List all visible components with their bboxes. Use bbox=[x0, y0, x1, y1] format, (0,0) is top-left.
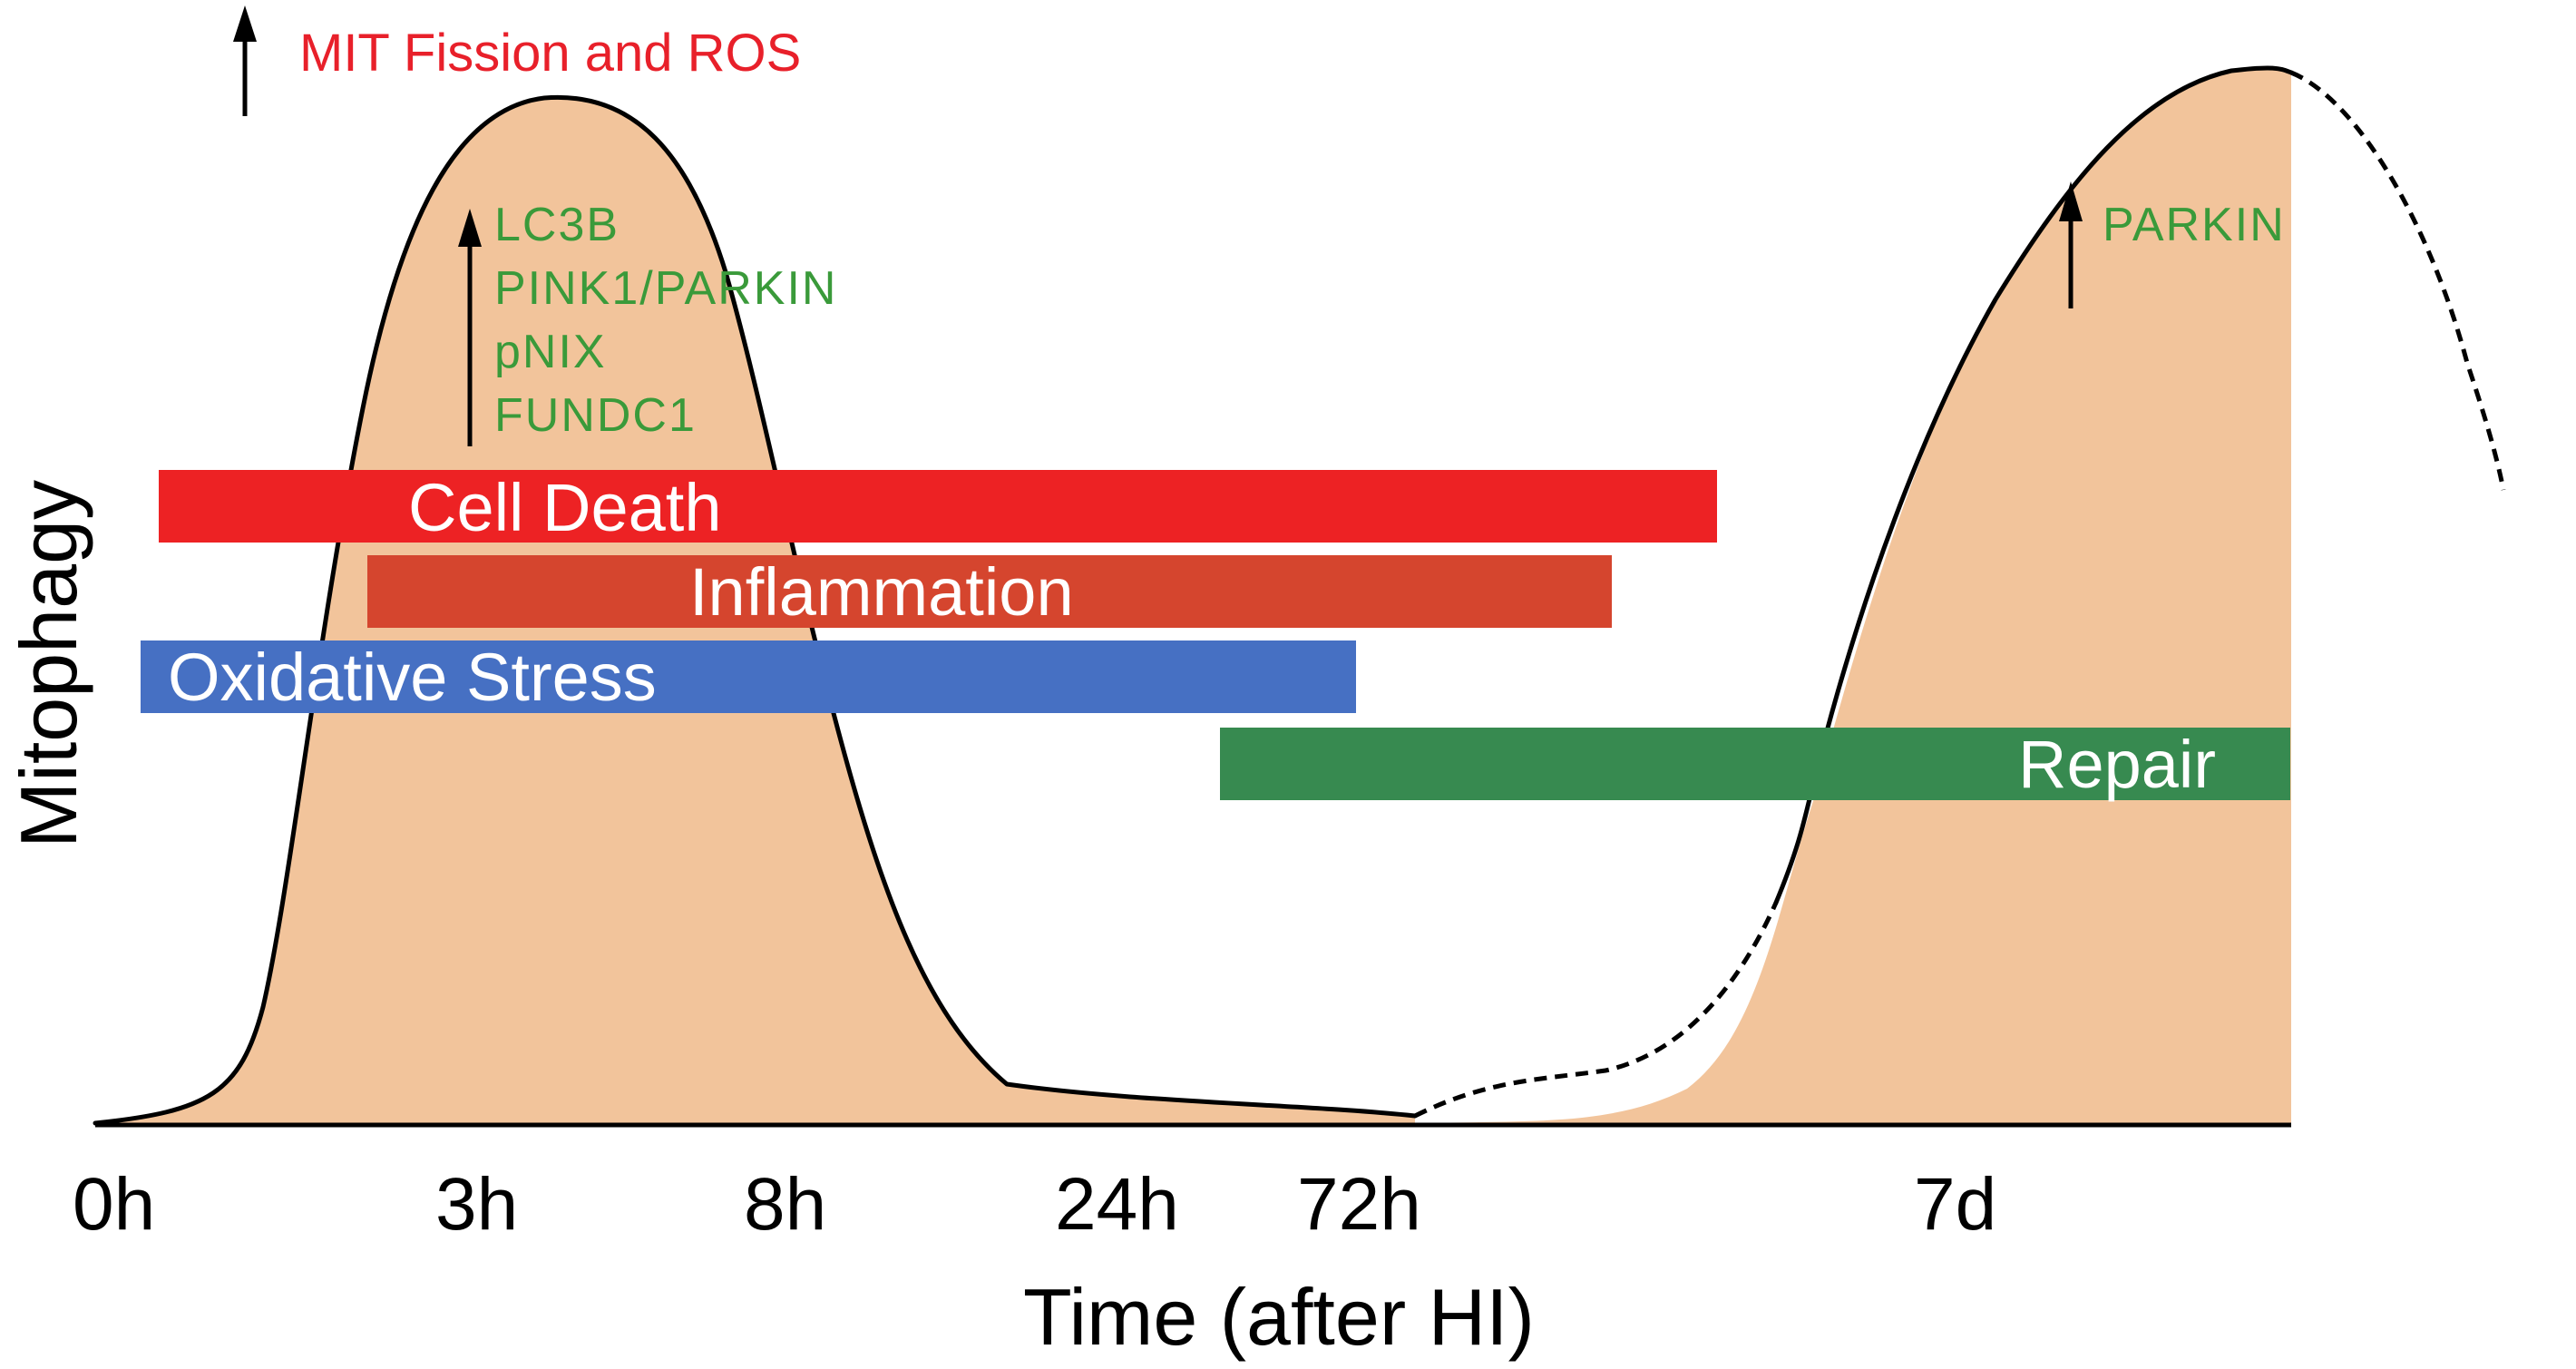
late-mitophagy-dashed-decline bbox=[2290, 70, 2506, 491]
late-mitophagy-dashed-rise bbox=[1413, 901, 1779, 1119]
parkin-up-arrow-icon bbox=[2059, 181, 2083, 221]
tick-24h: 24h bbox=[1055, 1163, 1179, 1246]
y-axis-title: Mitophagy bbox=[4, 480, 93, 848]
x-axis-title: Time (after HI) bbox=[1023, 1272, 1535, 1362]
inflammation-label: Inflammation bbox=[689, 554, 1074, 630]
oxidative-stress-label: Oxidative Stress bbox=[168, 640, 657, 715]
repair-bar bbox=[1220, 728, 2290, 800]
repair-label: Repair bbox=[2018, 727, 2216, 802]
early-marker-pnix: pNIX bbox=[494, 326, 607, 378]
late-marker-parkin: PARKIN bbox=[2103, 199, 2286, 251]
tick-7d: 7d bbox=[1914, 1163, 1996, 1246]
fission-up-arrow-icon bbox=[233, 5, 257, 42]
tick-0h: 0h bbox=[73, 1163, 155, 1246]
inflammation-bar bbox=[367, 555, 1612, 628]
cell-death-label: Cell Death bbox=[408, 470, 722, 545]
tick-3h: 3h bbox=[435, 1163, 518, 1246]
cell-death-bar bbox=[159, 470, 1717, 543]
early-markers-up-arrow-icon bbox=[458, 209, 482, 247]
tick-8h: 8h bbox=[744, 1163, 826, 1246]
early-mitophagy-peak-line bbox=[93, 94, 1418, 1126]
oxidative-stress-bar bbox=[141, 640, 1356, 713]
mit-fission-ros-label: MIT Fission and ROS bbox=[299, 24, 801, 83]
early-marker-fundc1: FUNDC1 bbox=[494, 389, 697, 442]
early-marker-pink1-parkin: PINK1/PARKIN bbox=[494, 262, 837, 315]
early-marker-lc3b: LC3B bbox=[494, 199, 620, 251]
tick-72h: 72h bbox=[1297, 1163, 1421, 1246]
late-mitophagy-peak-fill bbox=[1433, 67, 2291, 1124]
